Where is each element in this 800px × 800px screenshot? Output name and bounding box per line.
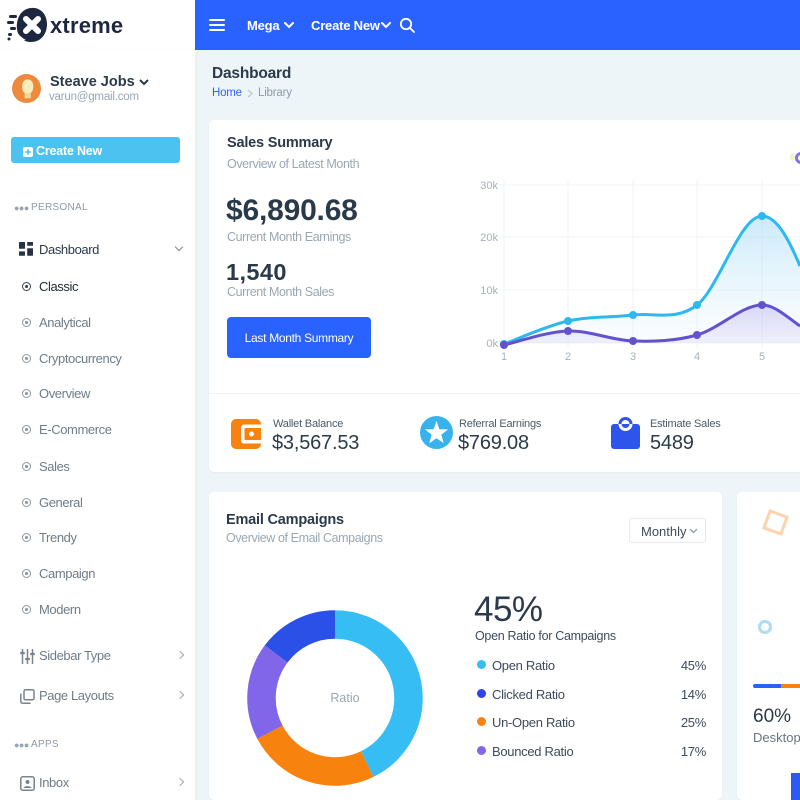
svg-text:10k: 10k <box>480 285 498 297</box>
svg-text:Ratio: Ratio <box>330 691 359 705</box>
svg-text:2: 2 <box>565 351 571 363</box>
svg-text:20k: 20k <box>480 232 498 244</box>
svg-text:0k: 0k <box>486 338 498 350</box>
svg-text:4: 4 <box>694 351 700 363</box>
svg-text:1: 1 <box>501 351 507 363</box>
svg-text:3: 3 <box>630 351 636 363</box>
svg-text:30k: 30k <box>480 180 498 192</box>
svg-text:5: 5 <box>759 351 765 363</box>
